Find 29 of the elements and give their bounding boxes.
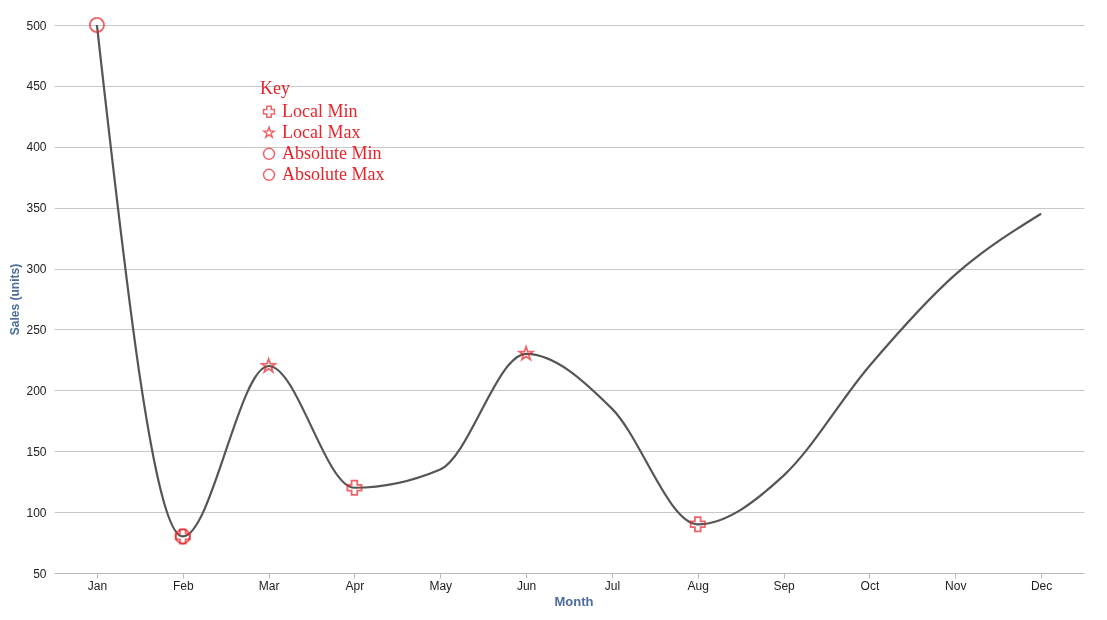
y-tick-label: 50	[33, 566, 47, 581]
x-axis-title: Month	[554, 593, 594, 609]
y-axis-title: Sales (units)	[8, 263, 23, 336]
legend-label: Absolute Min	[282, 142, 382, 163]
y-tick-label: 200	[26, 383, 47, 398]
y-tick-label: 350	[26, 201, 47, 216]
x-tick-label: Jul	[604, 578, 621, 593]
y-tick-label: 500	[26, 18, 47, 33]
x-tick-label: Jun	[516, 578, 537, 593]
y-tick-label: 250	[26, 322, 47, 337]
x-tick-label: Mar	[258, 578, 280, 593]
y-tick-label: 300	[26, 262, 47, 277]
x-tick-label: Feb	[172, 578, 194, 593]
legend-label: Absolute Max	[282, 163, 385, 184]
y-tick-label: 400	[26, 140, 47, 155]
x-tick-label: Nov	[945, 578, 967, 593]
x-tick-label: Sep	[773, 578, 796, 593]
x-tick-label: Dec	[1030, 578, 1053, 593]
y-tick-label: 450	[26, 79, 47, 94]
x-tick-label: Jan	[87, 578, 108, 593]
x-tick-label: Oct	[860, 578, 880, 593]
x-tick-label: Apr	[345, 578, 365, 593]
y-tick-label: 150	[26, 444, 47, 459]
legend-title: Key	[260, 77, 290, 98]
y-tick-label: 100	[26, 505, 47, 520]
legend-label: Local Max	[282, 121, 361, 142]
x-tick-label: May	[429, 578, 453, 593]
legend-label: Local Min	[282, 100, 358, 121]
x-tick-label: Aug	[687, 578, 709, 593]
